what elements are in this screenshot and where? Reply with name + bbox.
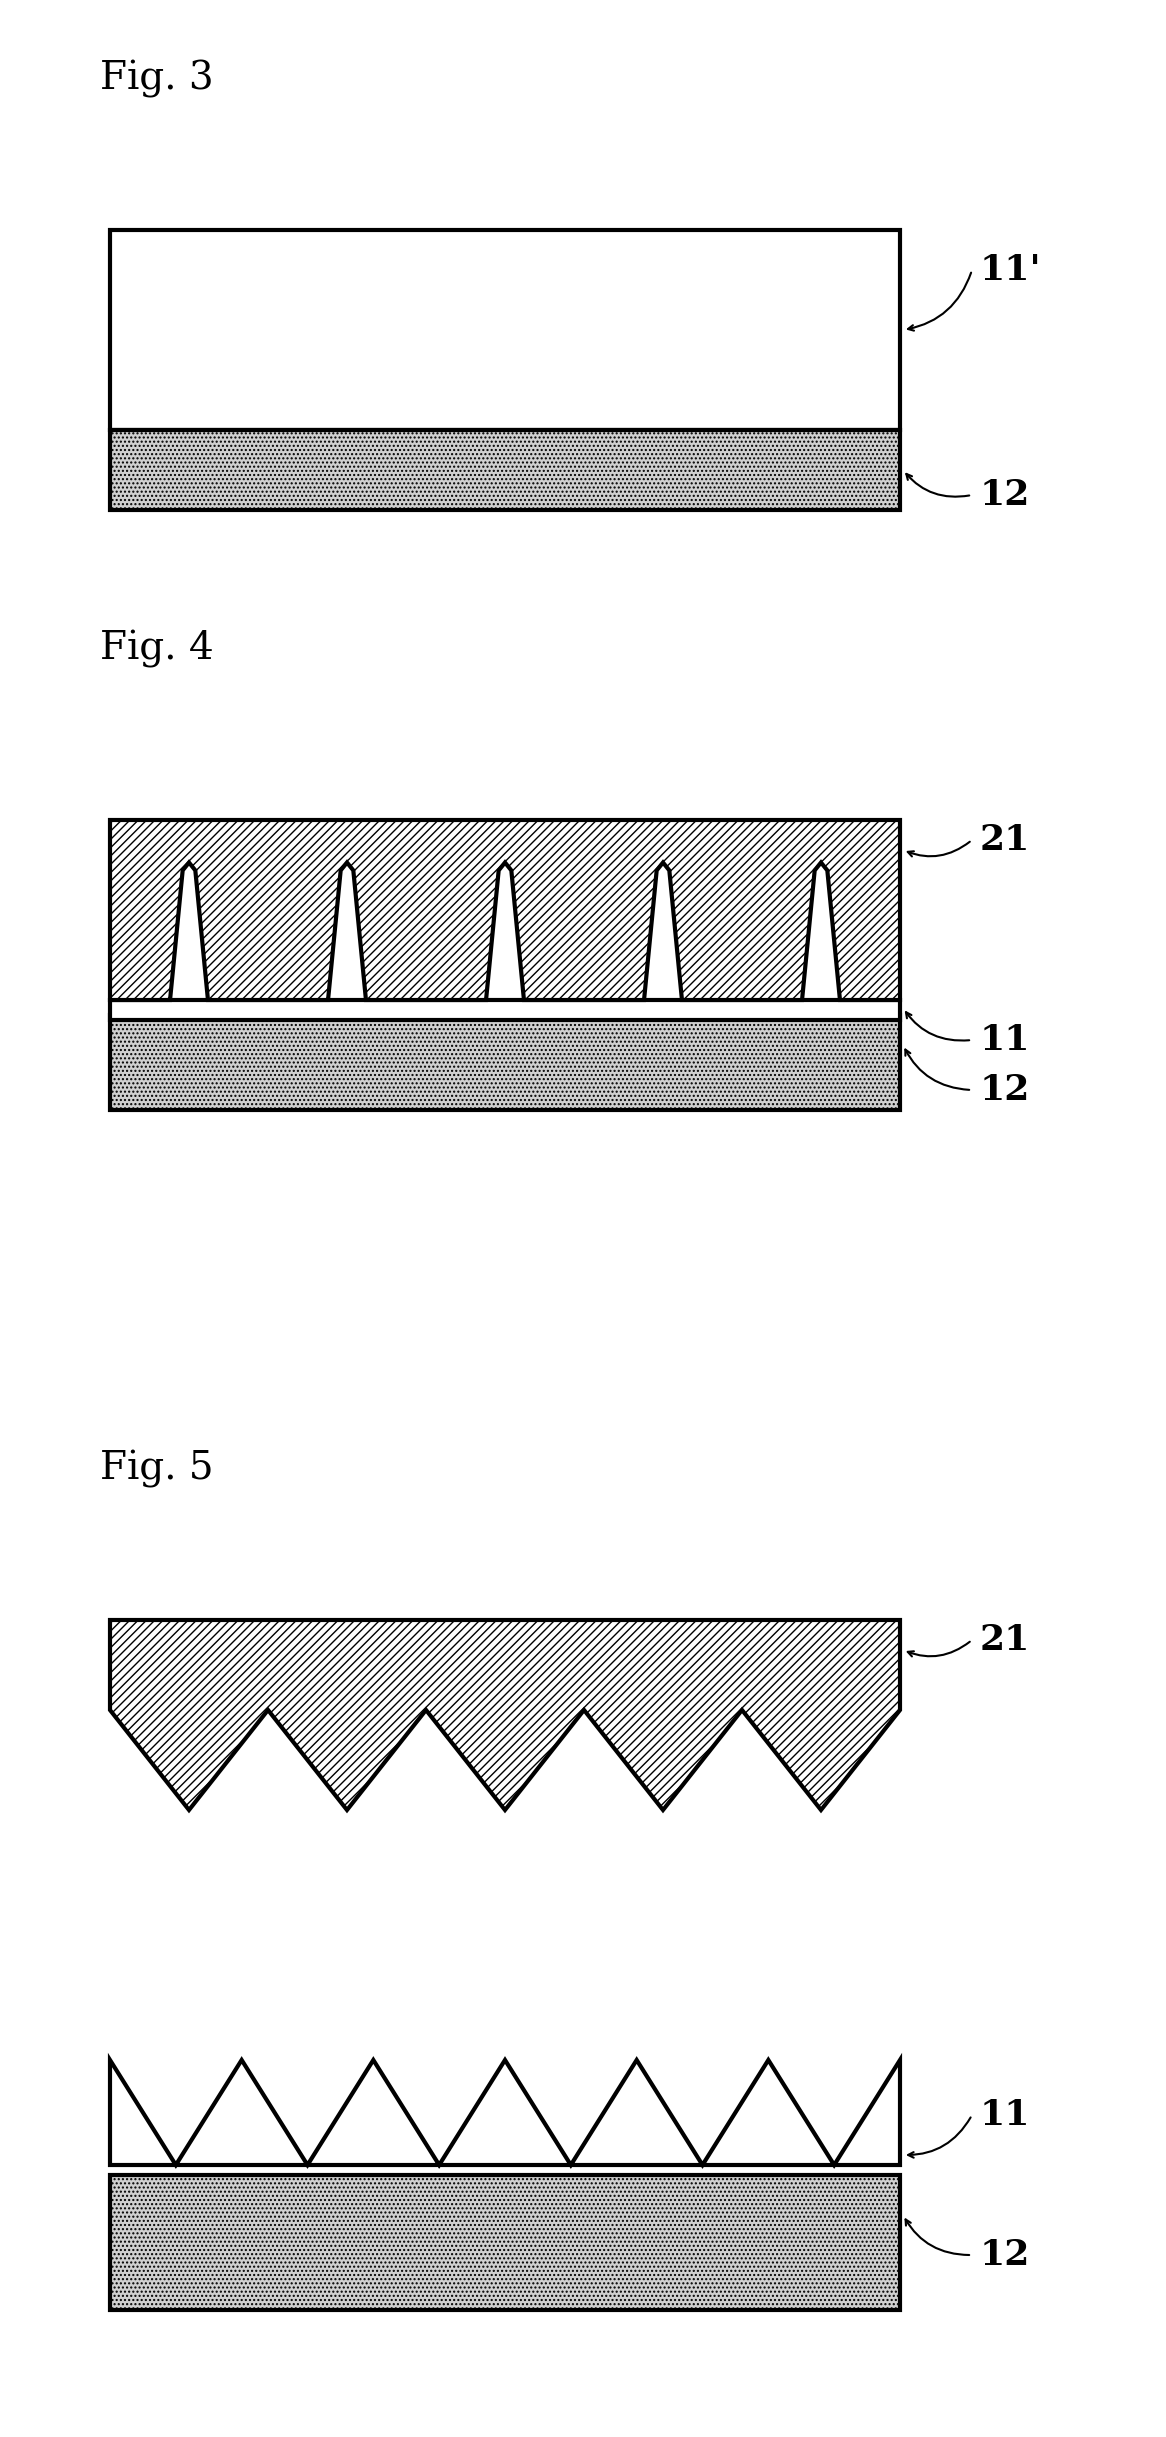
Text: 11': 11' <box>979 253 1041 288</box>
Text: Fig. 4: Fig. 4 <box>100 631 213 668</box>
Bar <box>110 229 900 429</box>
Bar <box>110 2174 900 2310</box>
Text: 21: 21 <box>979 824 1031 858</box>
Polygon shape <box>110 819 900 999</box>
Text: 11: 11 <box>979 2098 1031 2132</box>
Bar <box>110 999 900 1021</box>
Text: Fig. 3: Fig. 3 <box>100 61 213 97</box>
Text: Fig. 5: Fig. 5 <box>100 1450 213 1489</box>
Bar <box>110 429 900 509</box>
Text: 11: 11 <box>979 1024 1031 1058</box>
Text: 12: 12 <box>979 1072 1031 1106</box>
Text: 21: 21 <box>979 1623 1031 1657</box>
Text: 12: 12 <box>979 2237 1031 2271</box>
Polygon shape <box>110 1621 900 1811</box>
Bar <box>110 1014 900 1109</box>
Text: 12: 12 <box>979 478 1031 512</box>
Polygon shape <box>110 2059 900 2164</box>
